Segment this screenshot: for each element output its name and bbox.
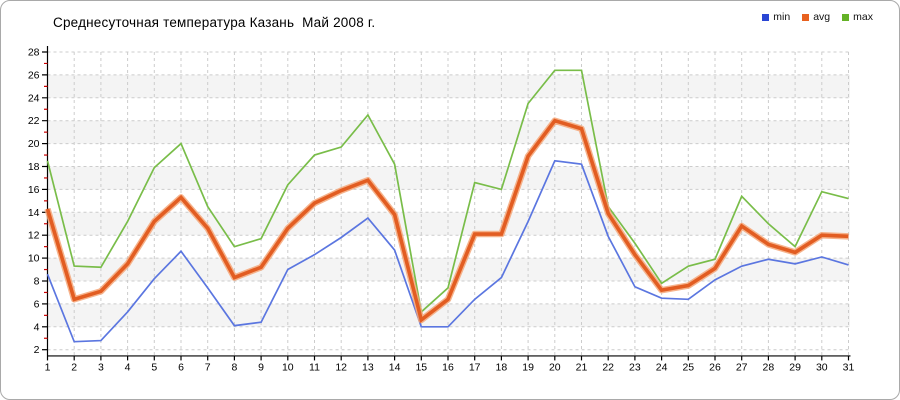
svg-text:20: 20: [549, 361, 561, 373]
svg-text:11: 11: [309, 361, 320, 373]
legend-item-max: max: [842, 11, 873, 23]
svg-text:2: 2: [71, 361, 77, 373]
svg-text:16: 16: [442, 361, 454, 373]
svg-text:6: 6: [178, 361, 184, 373]
svg-text:10: 10: [28, 253, 40, 265]
legend-item-avg: avg: [802, 11, 830, 23]
min-series-swatch-icon: [762, 13, 770, 21]
avg-series-swatch-icon: [802, 13, 810, 21]
svg-text:14: 14: [389, 361, 401, 373]
svg-text:6: 6: [34, 298, 40, 310]
svg-text:24: 24: [656, 361, 668, 373]
svg-text:22: 22: [602, 361, 614, 373]
svg-text:28: 28: [28, 47, 40, 59]
svg-text:4: 4: [125, 361, 131, 373]
svg-text:18: 18: [496, 361, 508, 373]
svg-text:29: 29: [789, 361, 801, 373]
svg-text:15: 15: [415, 361, 427, 373]
chart-title: Среднесуточная температура Казань Май 20…: [53, 15, 376, 30]
svg-text:26: 26: [709, 361, 721, 373]
svg-text:21: 21: [576, 361, 588, 373]
svg-text:5: 5: [151, 361, 157, 373]
svg-text:2: 2: [34, 344, 40, 356]
svg-text:3: 3: [98, 361, 104, 373]
svg-text:24: 24: [28, 92, 40, 104]
svg-text:4: 4: [34, 321, 40, 333]
svg-text:9: 9: [258, 361, 264, 373]
max-series-swatch-icon: [842, 13, 850, 21]
svg-text:13: 13: [362, 361, 374, 373]
svg-text:8: 8: [231, 361, 237, 373]
svg-text:18: 18: [28, 161, 40, 173]
svg-text:17: 17: [469, 361, 481, 373]
svg-text:23: 23: [629, 361, 641, 373]
legend-label-avg: avg: [813, 11, 831, 23]
svg-text:1: 1: [45, 361, 51, 373]
svg-text:22: 22: [28, 115, 40, 127]
svg-text:8: 8: [34, 276, 40, 288]
svg-text:20: 20: [28, 138, 40, 150]
svg-text:10: 10: [282, 361, 294, 373]
svg-text:12: 12: [335, 361, 347, 373]
svg-text:30: 30: [816, 361, 828, 373]
legend-label-max: max: [853, 11, 873, 23]
svg-text:28: 28: [763, 361, 775, 373]
svg-text:14: 14: [28, 207, 40, 219]
svg-text:12: 12: [28, 230, 40, 242]
svg-text:7: 7: [205, 361, 211, 373]
svg-text:25: 25: [682, 361, 694, 373]
svg-text:16: 16: [28, 184, 40, 196]
svg-text:19: 19: [522, 361, 534, 373]
svg-text:26: 26: [28, 69, 40, 81]
svg-text:27: 27: [736, 361, 748, 373]
legend-item-min: min: [762, 11, 790, 23]
svg-text:31: 31: [843, 361, 855, 373]
legend: min avg max: [762, 11, 873, 23]
legend-label-min: min: [773, 11, 791, 23]
